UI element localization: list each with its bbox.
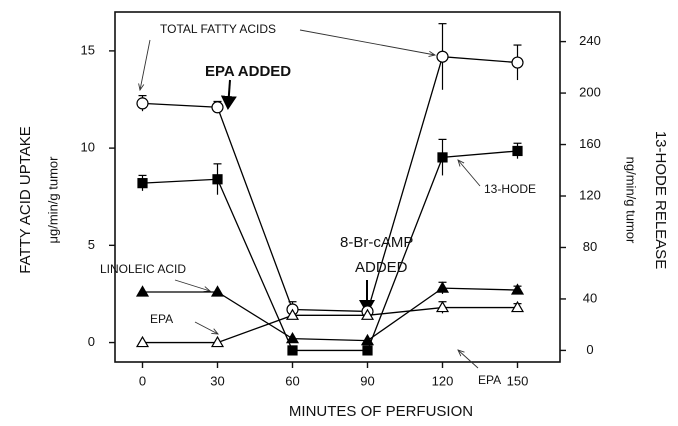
arrow: [220, 79, 237, 110]
marker: [211, 101, 224, 114]
marker: [137, 178, 148, 189]
series-line: [142, 56, 518, 313]
series-line: [142, 150, 518, 352]
y2-tick-label: 40: [583, 290, 597, 305]
marker: [511, 56, 524, 69]
marker: [285, 308, 300, 320]
y-tick-label: 10: [81, 140, 95, 155]
marker: [210, 335, 225, 348]
y2-tick-label: 0: [586, 342, 593, 357]
annotation: EPA: [478, 373, 501, 387]
annotation: EPA: [150, 312, 173, 326]
arrow: [458, 350, 479, 369]
x-axis-label: MINUTES OF PERFUSION: [289, 403, 473, 420]
y-axis-label: FATTY ACID UPTAKE: [17, 126, 34, 274]
x-tick-label: 120: [432, 373, 454, 388]
y2-tick-label: 80: [583, 239, 597, 254]
annotation: 13-HODE: [484, 182, 536, 196]
y-tick-label: 0: [88, 334, 95, 349]
plot-frame: [114, 11, 561, 363]
series-line: [142, 306, 518, 344]
marker: [212, 174, 223, 185]
marker: [512, 145, 523, 157]
y-axis-unit: μg/min/g tumor: [45, 156, 60, 244]
marker: [360, 308, 375, 320]
marker: [360, 333, 375, 346]
series-line: [142, 287, 518, 342]
marker: [510, 283, 525, 295]
annotation: 8-Br-cAMP: [340, 234, 413, 251]
arrow: [458, 160, 481, 187]
y2-tick-label: 240: [579, 33, 601, 48]
marker: [435, 300, 450, 313]
marker: [136, 97, 149, 110]
x-tick-label: 150: [507, 373, 529, 388]
x-tick-label: 0: [139, 373, 146, 388]
marker: [285, 331, 300, 344]
x-tick-label: 60: [285, 373, 299, 388]
marker: [210, 285, 225, 297]
annotation: EPA ADDED: [205, 63, 291, 80]
y2-tick-label: 200: [579, 85, 601, 100]
marker: [435, 281, 450, 293]
marker: [437, 152, 448, 163]
y-tick-label: 5: [88, 237, 95, 252]
y2-tick-label: 120: [579, 187, 601, 202]
annotation: TOTAL FATTY ACIDS: [160, 22, 276, 36]
marker: [135, 335, 150, 348]
y2-axis-unit: ng/min/g tumor: [624, 157, 639, 244]
x-tick-label: 90: [360, 373, 374, 388]
arrow: [174, 279, 210, 291]
y2-tick-label: 160: [579, 136, 601, 151]
marker: [510, 300, 525, 313]
x-tick-label: 30: [210, 373, 224, 388]
marker: [287, 345, 298, 356]
marker: [436, 50, 449, 63]
arrow: [299, 29, 435, 55]
y-tick-label: 15: [81, 42, 95, 57]
arrow: [140, 39, 151, 90]
arrow: [194, 321, 218, 334]
annotation: ADDED: [355, 259, 408, 276]
annotation: LINOLEIC ACID: [100, 262, 186, 276]
marker: [362, 345, 373, 356]
y2-axis-label: 13-HODE RELEASE: [652, 131, 669, 269]
marker: [135, 285, 150, 297]
